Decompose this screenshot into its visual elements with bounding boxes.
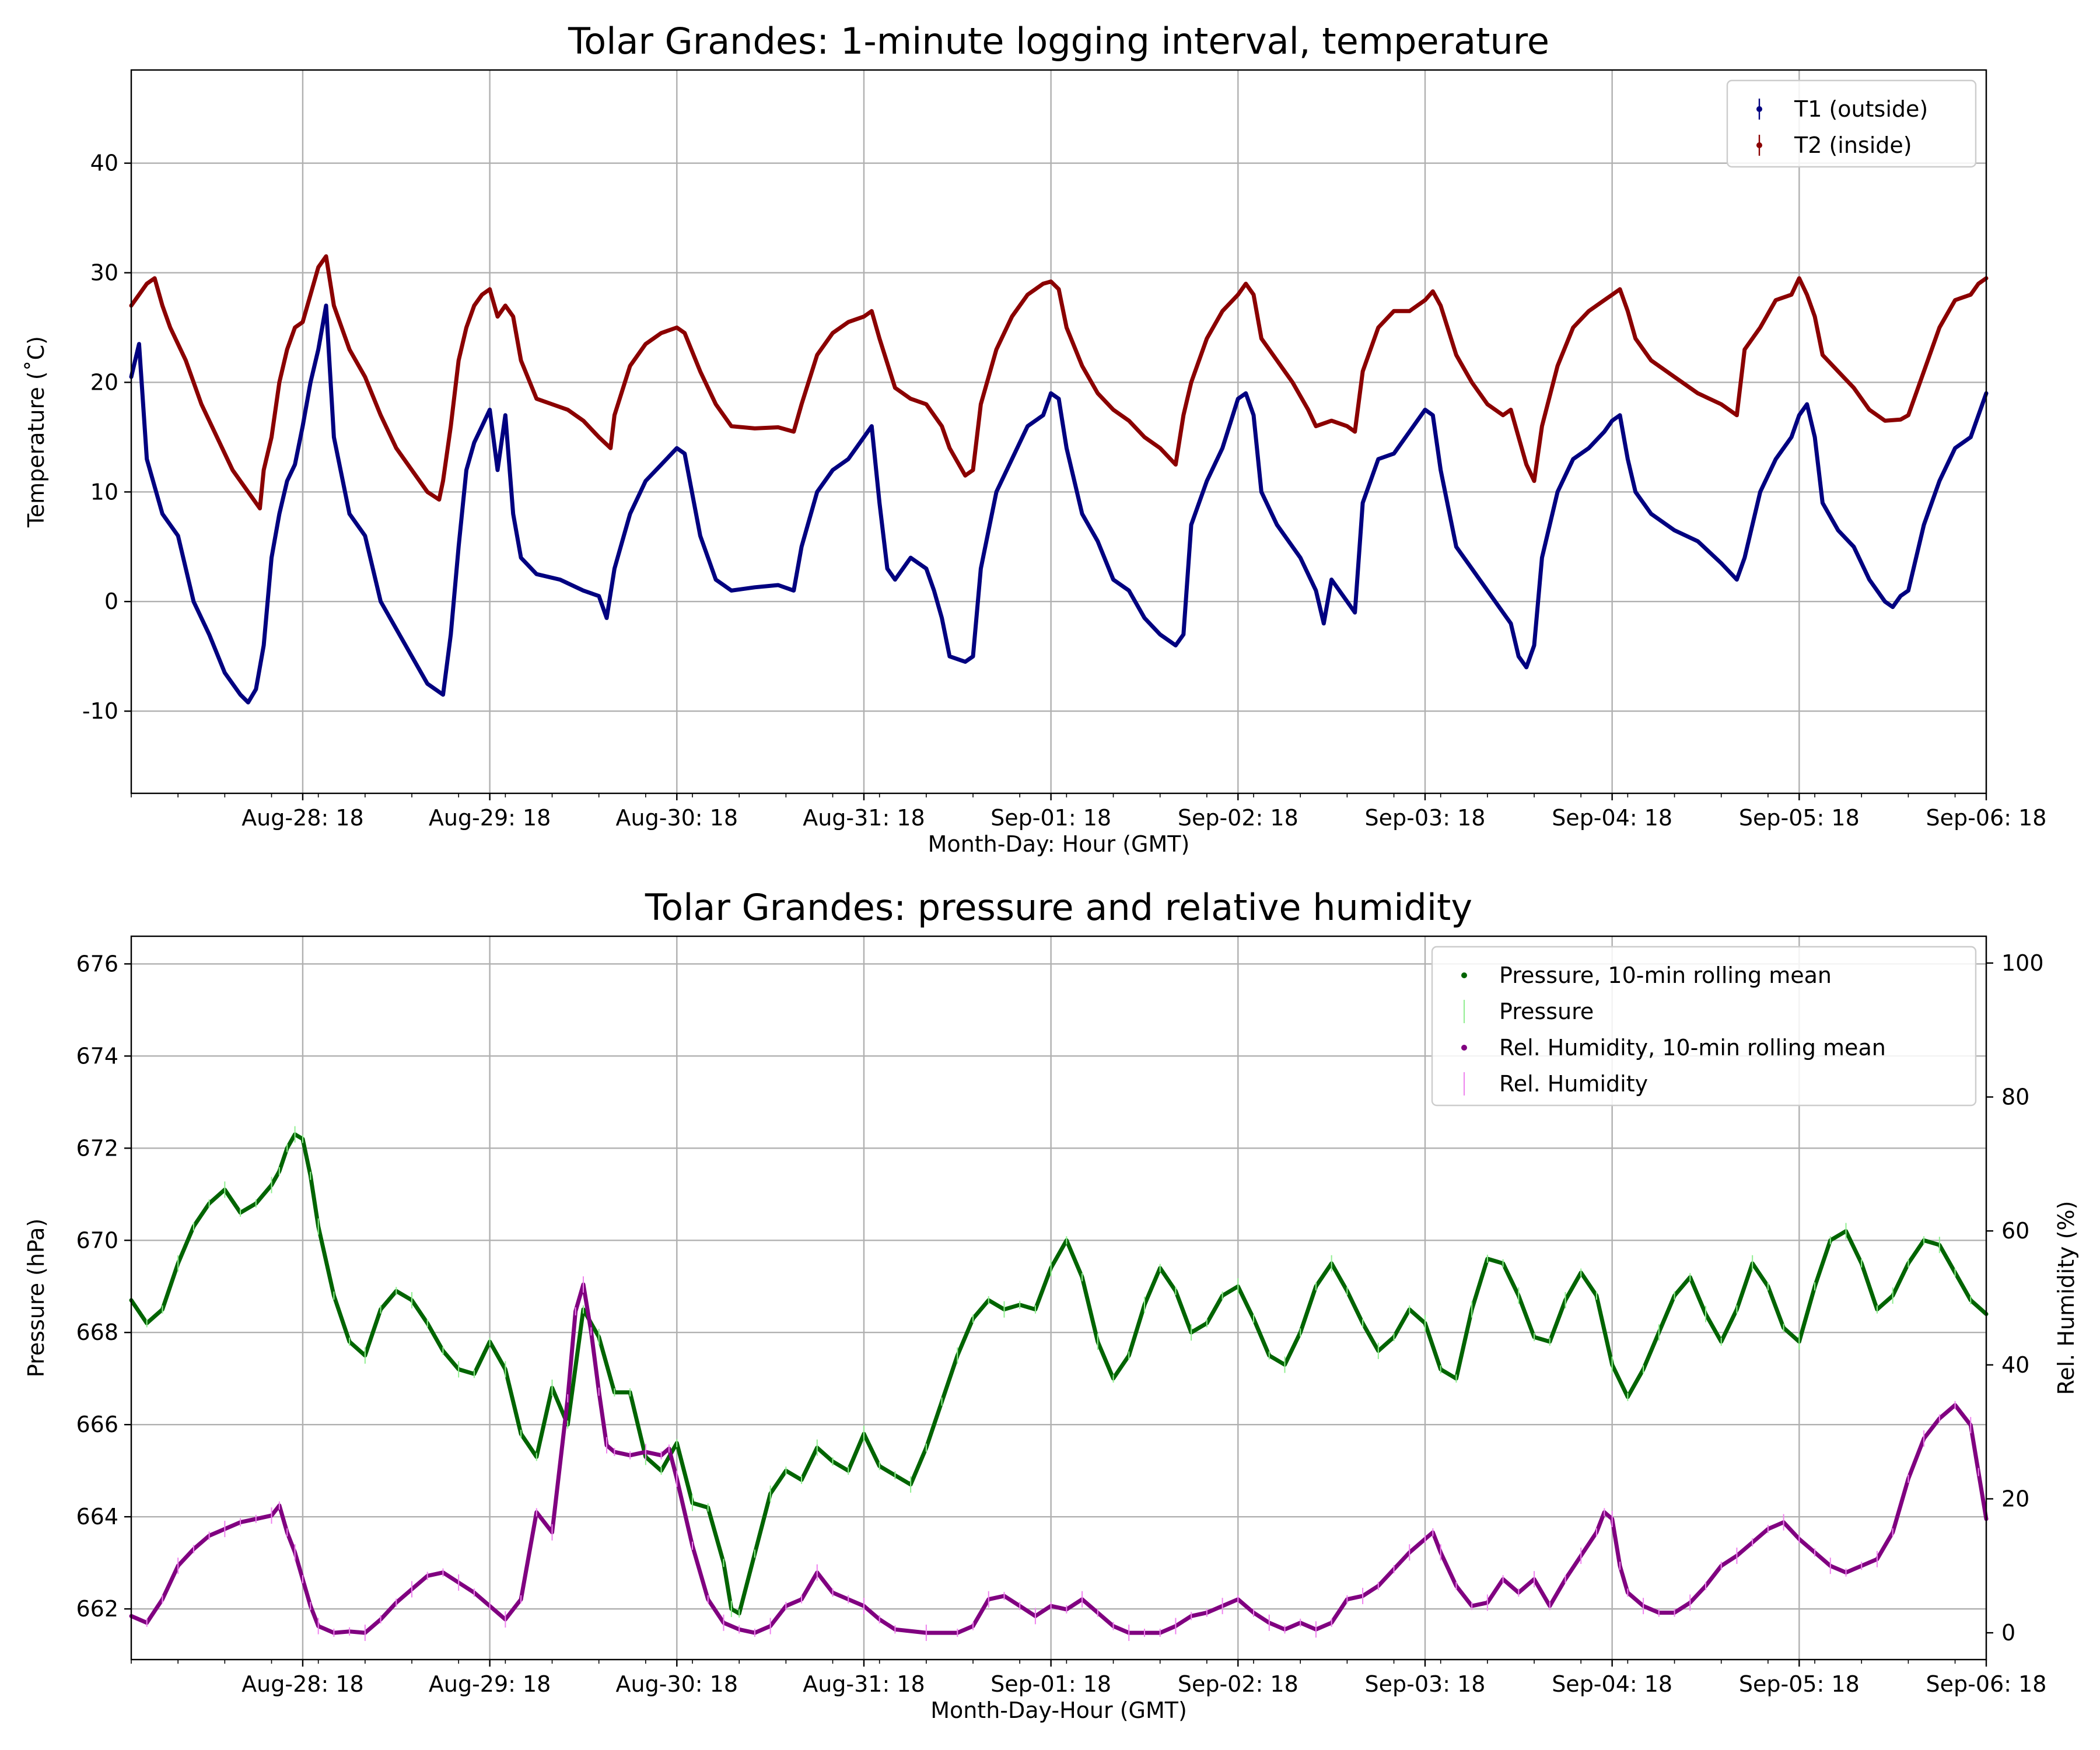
temperature-panel: Aug-28: 18 Aug-29: 18 Aug-30: 18 Aug-31: 18…: [23, 20, 2046, 857]
legend-box: [1726, 79, 1977, 168]
x-tick-label: Aug-30: 18: [616, 805, 738, 831]
x-tick-label: Sep-05: 18: [1739, 1671, 1860, 1697]
legend-label-0: Pressure, 10-min rolling mean: [1499, 963, 1832, 988]
x-tick-label: Aug-31: 18: [803, 1671, 925, 1697]
y-tick-label: 664: [76, 1504, 118, 1530]
y-right-tick-label: 100: [2001, 950, 2044, 976]
y-tick-label: -10: [82, 698, 118, 724]
y-right-tick-label: 0: [2001, 1620, 2015, 1646]
y-right-tick-label: 60: [2001, 1218, 2029, 1244]
legend: T1 (outside) T2 (inside): [1726, 79, 1977, 168]
series-raw-1: [131, 1126, 1987, 1618]
series-raw-3: [131, 1276, 1987, 1642]
plot-frame: [130, 69, 1987, 794]
series-line-0: [129, 1132, 1989, 1616]
x-axis-label: Month-Day: Hour (GMT): [928, 831, 1190, 857]
chart-title: Tolar Grandes: 1-minute logging interval…: [568, 20, 1549, 62]
x-tick-label: Sep-01: 18: [991, 805, 1111, 831]
y-tick-label: 674: [76, 1043, 118, 1069]
legend-label-1: Pressure: [1499, 999, 1594, 1024]
x-tick-label: Sep-06: 18: [1926, 805, 2047, 831]
y-axis-label: Pressure (hPa): [23, 1219, 49, 1378]
x-tick-label: Aug-30: 18: [616, 1671, 738, 1697]
x-tick-label: Aug-29: 18: [429, 1671, 551, 1697]
x-tick-label: Sep-03: 18: [1365, 805, 1486, 831]
series-line-1: [129, 254, 1989, 510]
y-tick-label: 666: [76, 1412, 118, 1437]
x-tick-label: Sep-03: 18: [1365, 1671, 1486, 1697]
legend-swatch-0: [1756, 106, 1762, 112]
y-tick-label: 670: [76, 1227, 118, 1253]
legend-swatch-0: [1461, 972, 1467, 978]
x-tick-label: Aug-31: 18: [803, 805, 925, 831]
series-line-0: [129, 303, 1989, 705]
chart-title: Tolar Grandes: pressure and relative hum…: [645, 886, 1472, 929]
legend-swatch-2: [1461, 1045, 1467, 1051]
y-right-tick-label: 20: [2001, 1486, 2029, 1511]
x-tick-label: Sep-05: 18: [1739, 805, 1860, 831]
legend-label-3: Rel. Humidity: [1499, 1071, 1648, 1097]
y-tick-label: 40: [90, 150, 118, 176]
y-right-axis-label: Rel. Humidity (%): [2053, 1201, 2079, 1395]
x-axis-label: Month-Day-Hour (GMT): [930, 1698, 1187, 1723]
y-axis-label: Temperature (˚C): [23, 336, 49, 528]
plot-frame: [130, 935, 1987, 1661]
legend-label-1: T2 (inside): [1794, 132, 1912, 158]
y-tick-label: 30: [90, 260, 118, 286]
legend-label-0: T1 (outside): [1794, 96, 1928, 122]
y-tick-label: 10: [90, 479, 118, 505]
y-tick-label: 672: [76, 1135, 118, 1161]
y-right-tick-label: 40: [2001, 1352, 2029, 1378]
y-tick-label: 20: [90, 369, 118, 395]
x-tick-label: Sep-04: 18: [1552, 1671, 1672, 1697]
legend-box: [1431, 946, 1977, 1107]
y-right-tick-label: 80: [2001, 1084, 2029, 1110]
x-tick-label: Aug-29: 18: [429, 805, 551, 831]
pressure-humidity-panel: Aug-28: 18 Aug-29: 18 Aug-30: 18 Aug-31: 18…: [23, 886, 2079, 1723]
legend-label-2: Rel. Humidity, 10-min rolling mean: [1499, 1035, 1886, 1060]
x-tick-label: Sep-02: 18: [1178, 1671, 1298, 1697]
x-tick-label: Sep-02: 18: [1178, 805, 1298, 831]
legend: Pressure, 10-min rolling mean Pressure Rel…: [1431, 946, 1977, 1107]
x-tick-label: Aug-28: 18: [242, 805, 364, 831]
x-tick-label: Sep-04: 18: [1552, 805, 1672, 831]
y-tick-label: 0: [104, 589, 118, 614]
y-tick-label: 676: [76, 951, 118, 977]
y-tick-label: 668: [76, 1320, 118, 1345]
x-tick-label: Sep-06: 18: [1926, 1671, 2047, 1697]
legend-swatch-1: [1756, 142, 1762, 148]
x-tick-label: Aug-28: 18: [242, 1671, 364, 1697]
x-tick-label: Sep-01: 18: [991, 1671, 1111, 1697]
y-tick-label: 662: [76, 1596, 118, 1622]
